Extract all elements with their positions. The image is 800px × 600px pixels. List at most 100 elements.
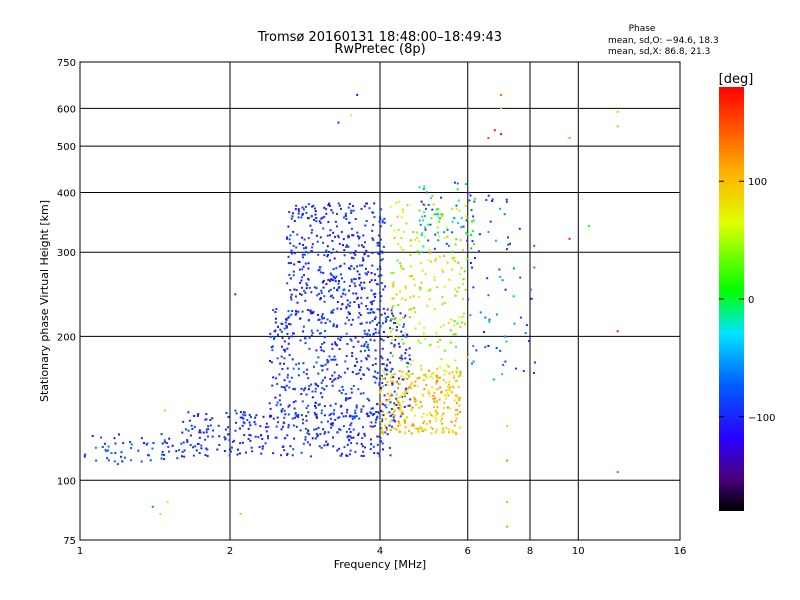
data-point bbox=[389, 327, 392, 330]
data-point bbox=[348, 319, 350, 322]
data-point bbox=[460, 226, 463, 229]
data-point bbox=[338, 280, 340, 282]
data-point bbox=[247, 438, 250, 440]
data-point bbox=[394, 420, 397, 423]
data-point bbox=[287, 225, 290, 228]
data-point bbox=[326, 255, 329, 258]
data-point bbox=[404, 285, 407, 288]
data-point bbox=[273, 338, 275, 340]
data-point bbox=[384, 431, 387, 434]
data-point bbox=[249, 424, 252, 427]
data-point bbox=[505, 340, 508, 343]
data-point bbox=[404, 418, 407, 421]
data-point bbox=[189, 434, 192, 437]
data-point bbox=[250, 446, 253, 449]
data-point bbox=[381, 357, 384, 360]
data-point bbox=[311, 332, 314, 334]
data-point bbox=[243, 422, 246, 425]
data-point bbox=[422, 187, 425, 190]
data-point bbox=[149, 459, 152, 462]
data-point bbox=[387, 336, 389, 338]
data-point bbox=[294, 208, 297, 211]
data-point bbox=[380, 423, 383, 426]
data-point bbox=[331, 384, 334, 387]
data-point bbox=[302, 362, 305, 365]
data-point bbox=[499, 349, 502, 352]
data-point bbox=[286, 236, 289, 239]
data-point bbox=[460, 267, 463, 270]
data-point bbox=[186, 440, 189, 443]
data-point bbox=[292, 244, 295, 247]
data-point bbox=[197, 413, 200, 415]
data-point bbox=[363, 345, 366, 348]
data-point bbox=[323, 405, 326, 408]
data-point bbox=[339, 428, 342, 431]
data-point bbox=[491, 198, 494, 201]
data-point bbox=[390, 394, 393, 397]
data-point bbox=[436, 341, 439, 344]
data-point bbox=[409, 239, 412, 242]
data-point bbox=[391, 373, 393, 376]
data-point bbox=[345, 245, 348, 248]
data-point bbox=[349, 414, 352, 417]
data-point bbox=[311, 229, 314, 232]
data-point bbox=[349, 268, 352, 271]
data-point bbox=[316, 329, 319, 332]
data-point bbox=[393, 373, 396, 375]
data-point bbox=[380, 401, 383, 404]
data-point bbox=[314, 406, 317, 409]
data-point bbox=[472, 219, 475, 222]
data-point bbox=[316, 435, 319, 438]
data-point bbox=[442, 270, 445, 273]
data-point bbox=[359, 322, 362, 325]
data-point bbox=[354, 409, 357, 412]
data-point bbox=[413, 414, 416, 417]
data-point bbox=[332, 211, 334, 214]
data-point bbox=[276, 401, 279, 404]
data-point bbox=[189, 444, 192, 447]
data-point bbox=[274, 396, 277, 399]
data-point bbox=[337, 202, 340, 205]
data-point bbox=[453, 181, 456, 184]
data-point bbox=[431, 194, 434, 197]
data-point bbox=[361, 445, 364, 448]
data-point bbox=[314, 213, 317, 216]
data-point bbox=[616, 471, 619, 474]
data-point bbox=[140, 437, 143, 440]
data-point bbox=[379, 390, 382, 393]
data-point bbox=[317, 372, 320, 375]
data-point bbox=[204, 418, 207, 421]
data-point bbox=[440, 415, 443, 417]
data-point bbox=[352, 257, 355, 260]
data-point bbox=[462, 225, 465, 228]
data-point bbox=[433, 400, 436, 403]
data-point bbox=[217, 424, 220, 427]
data-point bbox=[393, 345, 396, 348]
data-point bbox=[342, 238, 345, 241]
data-point bbox=[287, 413, 290, 416]
data-point bbox=[371, 320, 374, 322]
data-point bbox=[300, 387, 303, 390]
data-point bbox=[378, 435, 381, 438]
data-point bbox=[469, 194, 472, 197]
data-point bbox=[418, 219, 421, 222]
data-point bbox=[443, 231, 445, 234]
data-point bbox=[269, 332, 272, 335]
data-point bbox=[305, 246, 308, 249]
data-point bbox=[378, 292, 381, 295]
data-point bbox=[436, 388, 439, 390]
data-point bbox=[389, 205, 392, 208]
data-point bbox=[397, 400, 400, 403]
data-point bbox=[307, 267, 310, 270]
data-point bbox=[402, 392, 405, 395]
data-point bbox=[407, 370, 410, 373]
data-point bbox=[275, 404, 278, 407]
data-point bbox=[432, 371, 435, 374]
data-point bbox=[218, 444, 221, 446]
data-point bbox=[227, 426, 230, 429]
data-point bbox=[309, 224, 312, 227]
data-point bbox=[401, 216, 404, 219]
data-point bbox=[336, 212, 338, 215]
data-point bbox=[403, 405, 406, 408]
data-point bbox=[321, 317, 324, 320]
